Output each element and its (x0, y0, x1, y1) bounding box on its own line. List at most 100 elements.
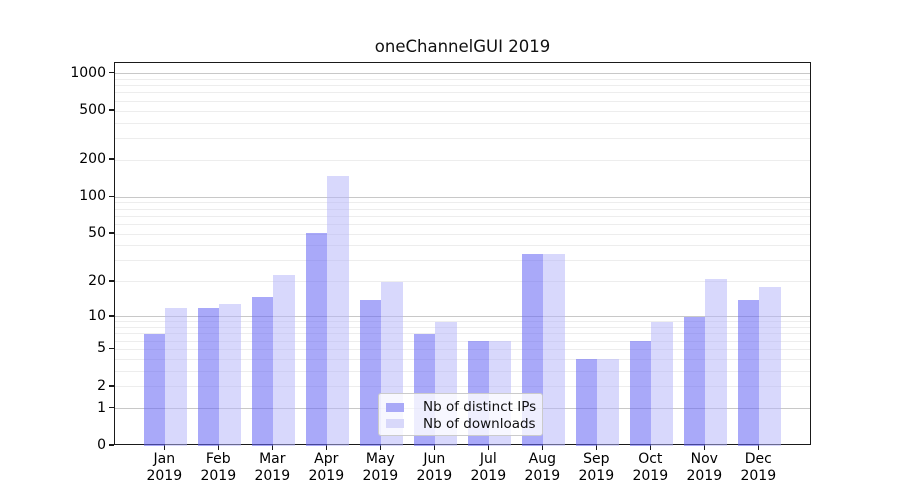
bar-downloads-nov (705, 279, 727, 446)
y-tick (109, 444, 114, 446)
x-tick-month: Jun (423, 451, 446, 467)
x-tick-year: 2019 (524, 467, 561, 484)
y-tick-label: 500 (79, 102, 106, 118)
gridline-major (115, 316, 810, 318)
gridline-minor (115, 348, 810, 350)
gridline-minor (115, 110, 810, 112)
plot-area (114, 62, 811, 446)
x-tick-month: Jul (479, 451, 497, 467)
y-tick-label: 5 (97, 340, 106, 357)
gridline-minor (115, 260, 810, 262)
x-tick (595, 445, 598, 450)
y-tick-label: 20 (88, 272, 106, 289)
bar-distinct-ips-apr (306, 233, 328, 446)
x-tick-year: 2019 (470, 467, 507, 484)
y-tick-label: 0 (97, 437, 106, 453)
x-tick (703, 445, 706, 450)
bar-distinct-ips-feb (198, 307, 220, 446)
x-tick-year: 2019 (362, 467, 399, 484)
x-tick-label: Apr 2019 (294, 451, 358, 484)
y-tick-label: 100 (79, 188, 106, 205)
x-tick-month: Mar (259, 451, 286, 467)
x-tick-label: Aug 2019 (510, 451, 574, 484)
x-tick-label: Jun 2019 (402, 451, 466, 484)
x-tick-label: May 2019 (348, 451, 412, 484)
gridline-minor (115, 208, 810, 210)
x-tick-year: 2019 (254, 467, 291, 484)
y-tick-label: 1 (97, 399, 106, 416)
x-tick (649, 445, 652, 450)
y-tick (109, 195, 114, 198)
gridline-minor (115, 92, 810, 94)
bar-distinct-ips-may (360, 300, 382, 446)
x-tick-year: 2019 (578, 467, 615, 484)
x-tick-month: Sep (583, 451, 610, 467)
y-tick (109, 280, 114, 282)
bar-downloads-apr (327, 175, 349, 446)
gridline-minor (115, 386, 810, 388)
x-tick (541, 445, 544, 450)
x-tick-month: Oct (638, 451, 663, 467)
legend-swatch-distinct-ips (386, 402, 404, 412)
x-tick-month: Dec (744, 451, 772, 467)
gridline-minor (115, 340, 810, 342)
y-tick (109, 232, 114, 234)
x-tick-label: Dec 2019 (726, 451, 790, 484)
gridline-minor (115, 78, 810, 80)
bar-downloads-mar (273, 274, 295, 446)
legend-label-distinct-ips: Nb of distinct IPs (423, 399, 537, 416)
y-tick-label: 200 (79, 151, 106, 168)
x-tick-label: Mar 2019 (240, 451, 304, 484)
bar-downloads-feb (219, 303, 241, 446)
x-tick (217, 445, 220, 450)
bar-downloads-dec (759, 287, 781, 446)
bar-distinct-ips-mar (252, 296, 274, 446)
gridline-minor (115, 85, 810, 87)
legend-label-downloads: Nb of downloads (423, 415, 536, 432)
gridline-minor (115, 137, 810, 139)
x-tick-month: Jan (153, 451, 176, 467)
x-tick (433, 445, 436, 450)
gridline-minor (115, 202, 810, 204)
x-tick (379, 445, 382, 450)
y-tick (109, 314, 114, 317)
gridline-minor (115, 159, 810, 161)
x-tick-year: 2019 (632, 467, 669, 484)
x-tick-label: Feb 2019 (186, 451, 250, 484)
x-tick-month: Aug (528, 451, 556, 467)
bar-distinct-ips-oct (630, 341, 652, 446)
x-tick (487, 445, 490, 450)
x-tick-label: Jul 2019 (456, 451, 520, 484)
x-tick-month: Apr (314, 451, 339, 467)
gridline-minor (115, 122, 810, 124)
bar-distinct-ips-sep (576, 359, 598, 446)
legend-item-distinct-ips: Nb of distinct IPs (386, 399, 542, 416)
gridline-major (115, 73, 810, 75)
x-tick-year: 2019 (146, 467, 183, 484)
gridline-minor (115, 281, 810, 283)
chart-title: oneChannelGUI 2019 (374, 37, 551, 56)
y-tick-label: 50 (88, 225, 106, 242)
y-tick-label: 1000 (70, 64, 106, 81)
x-tick (271, 445, 274, 450)
y-tick-label: 2 (97, 377, 106, 394)
bar-downloads-sep (597, 359, 619, 446)
legend-item-downloads: Nb of downloads (386, 416, 542, 433)
x-tick-year: 2019 (416, 467, 453, 484)
gridline-major (115, 196, 810, 198)
y-tick (109, 384, 114, 387)
x-tick-year: 2019 (686, 467, 723, 484)
y-tick (109, 158, 114, 160)
y-tick (109, 71, 114, 74)
x-tick-label: Oct 2019 (618, 451, 682, 484)
x-tick-label: Jan 2019 (132, 451, 196, 484)
gridline-minor (115, 333, 810, 335)
bar-downloads-aug (543, 254, 565, 446)
gridline-minor (115, 100, 810, 102)
x-tick-year: 2019 (740, 467, 777, 484)
bar-distinct-ips-nov (684, 316, 706, 446)
legend: Nb of distinct IPs Nb of downloads (378, 393, 543, 436)
x-tick-year: 2019 (308, 467, 345, 484)
bar-distinct-ips-dec (738, 300, 760, 446)
